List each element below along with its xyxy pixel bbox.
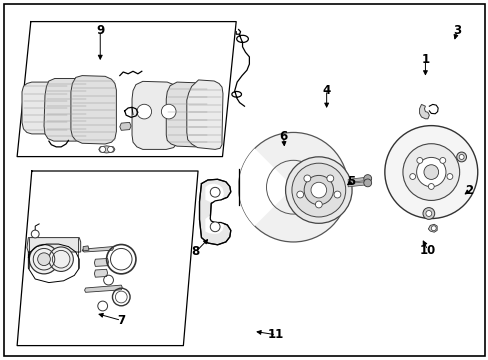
Circle shape (49, 247, 73, 271)
Circle shape (427, 184, 433, 189)
Circle shape (363, 179, 371, 187)
Polygon shape (94, 258, 108, 266)
Polygon shape (419, 104, 428, 119)
Circle shape (326, 175, 333, 182)
Circle shape (210, 187, 220, 197)
Circle shape (29, 244, 59, 274)
Circle shape (310, 182, 326, 198)
Text: 11: 11 (267, 328, 284, 341)
Circle shape (38, 253, 50, 266)
Polygon shape (427, 224, 436, 232)
Circle shape (439, 157, 445, 163)
Polygon shape (205, 215, 224, 234)
Polygon shape (186, 80, 223, 149)
Circle shape (446, 174, 452, 180)
Text: 5: 5 (346, 175, 354, 188)
Circle shape (333, 191, 340, 198)
Circle shape (31, 230, 39, 238)
Circle shape (161, 104, 176, 119)
Polygon shape (83, 246, 89, 251)
Text: 1: 1 (421, 53, 428, 66)
Circle shape (285, 157, 351, 223)
Circle shape (430, 226, 435, 231)
Circle shape (409, 174, 415, 180)
Polygon shape (27, 238, 81, 252)
Polygon shape (205, 184, 224, 202)
Text: 10: 10 (419, 244, 435, 257)
Circle shape (291, 163, 345, 217)
Polygon shape (71, 76, 116, 144)
Polygon shape (82, 247, 113, 252)
Text: 3: 3 (452, 24, 460, 37)
Circle shape (456, 152, 466, 162)
Polygon shape (84, 285, 122, 292)
Polygon shape (94, 269, 107, 277)
Circle shape (423, 165, 438, 179)
Text: 9: 9 (96, 24, 104, 37)
Circle shape (238, 132, 347, 242)
Polygon shape (347, 181, 367, 187)
Polygon shape (44, 78, 87, 141)
Polygon shape (347, 177, 367, 183)
Circle shape (363, 175, 371, 183)
Text: 2: 2 (465, 184, 472, 197)
Circle shape (416, 157, 445, 187)
Polygon shape (132, 81, 178, 149)
Circle shape (458, 154, 463, 159)
Circle shape (315, 201, 322, 208)
Polygon shape (199, 179, 230, 245)
Polygon shape (120, 122, 131, 130)
Wedge shape (238, 148, 293, 226)
Circle shape (425, 211, 431, 216)
Text: 6: 6 (279, 130, 287, 143)
Circle shape (100, 147, 105, 152)
Polygon shape (22, 82, 67, 134)
Circle shape (402, 144, 459, 201)
Text: 4: 4 (322, 84, 330, 96)
Circle shape (422, 208, 434, 219)
Polygon shape (166, 82, 207, 147)
Circle shape (384, 126, 477, 219)
Circle shape (416, 157, 422, 163)
Text: 8: 8 (191, 246, 199, 258)
Circle shape (137, 104, 151, 119)
Circle shape (303, 175, 310, 182)
Circle shape (296, 191, 303, 198)
Circle shape (107, 147, 113, 152)
Text: 7: 7 (117, 314, 125, 327)
Circle shape (210, 222, 220, 232)
Circle shape (304, 175, 333, 205)
Polygon shape (99, 146, 115, 153)
